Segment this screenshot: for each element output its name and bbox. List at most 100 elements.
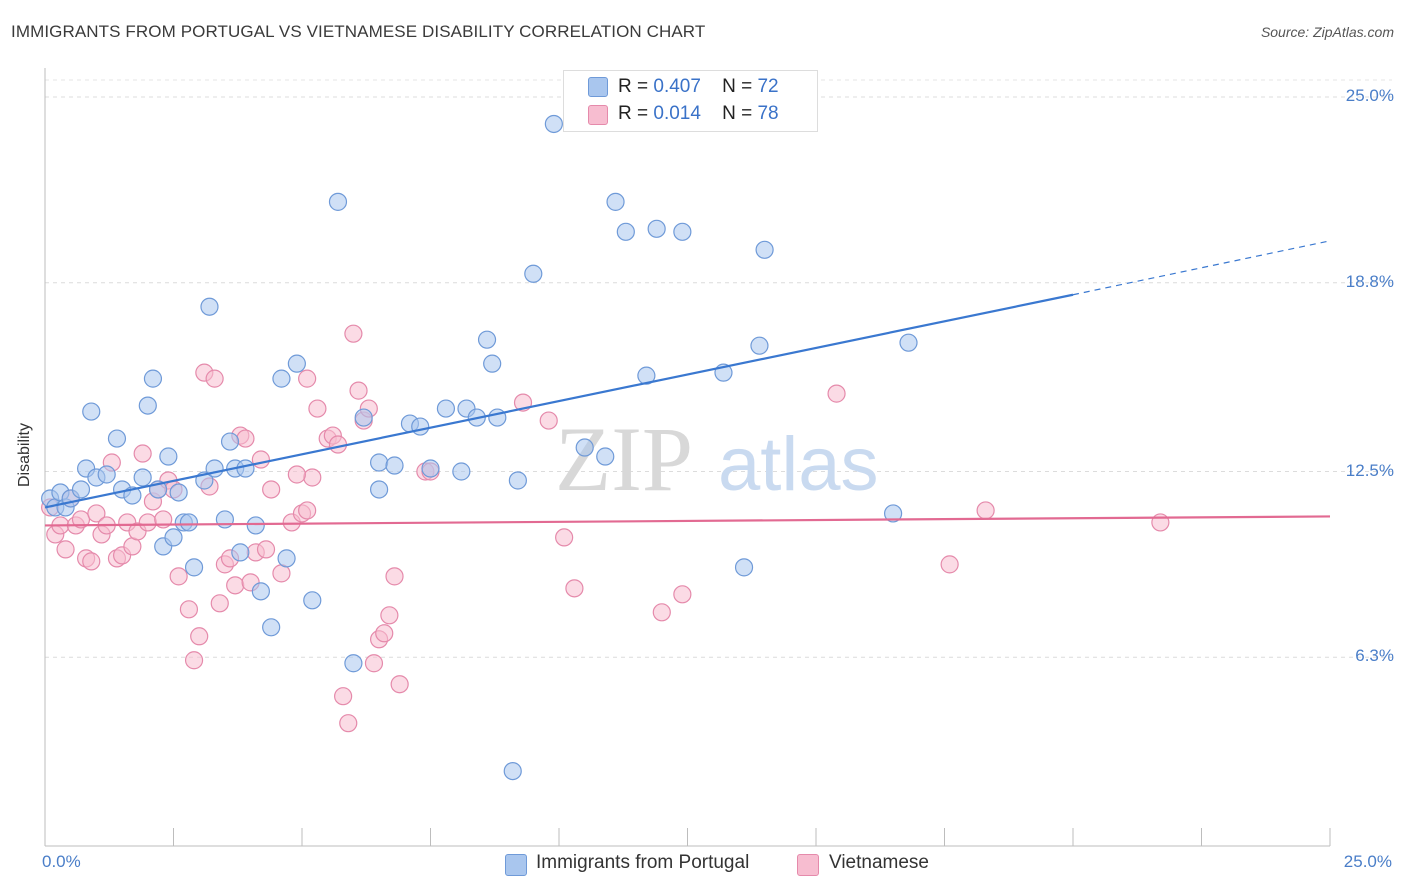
portugal-point: [755, 240, 774, 259]
portugal-point: [421, 459, 440, 478]
vietnamese-point: [190, 627, 209, 646]
trend-lines: [44, 240, 1331, 527]
vietnamese-point: [940, 555, 959, 574]
portugal-point: [436, 399, 456, 418]
r-value: 0.407: [653, 76, 701, 97]
vietnamese-point: [1151, 513, 1170, 532]
portugal-point: [616, 222, 635, 241]
portugal-point: [303, 591, 322, 610]
portugal-points: [41, 114, 918, 781]
vietnamese-point: [539, 411, 558, 430]
portugal-point: [673, 222, 692, 241]
legend-swatch-vietnamese: [797, 854, 819, 876]
portugal-point: [215, 510, 234, 529]
vietnamese-point: [652, 603, 671, 622]
vietnamese-point: [308, 399, 327, 418]
watermark: ZIP atlas: [555, 408, 879, 510]
portugal-point: [508, 471, 527, 490]
vietnamese-point: [138, 513, 157, 532]
portugal-point: [883, 504, 903, 523]
chart-title: IMMIGRANTS FROM PORTUGAL VS VIETNAMESE D…: [11, 22, 706, 41]
portugal-point: [277, 549, 296, 568]
axes: [44, 68, 1331, 847]
vietnamese-point: [251, 450, 270, 469]
portugal-point: [246, 516, 265, 535]
vietnamese-point: [184, 651, 204, 670]
legend-row-portugal: R = 0.407 N = 72: [618, 76, 779, 98]
portugal-trend-line: [44, 293, 1074, 509]
y-tick-label: 6.3%: [1355, 646, 1394, 666]
portugal-point: [200, 297, 219, 316]
vietnamese-point: [210, 594, 229, 613]
vietnamese-point: [349, 381, 368, 400]
portugal-point: [750, 336, 769, 355]
vietnamese-point: [298, 501, 317, 520]
vietnamese-point: [303, 468, 322, 487]
correlation-legend: R = 0.407 N = 72 R = 0.014 N = 78: [563, 70, 818, 132]
y-tick-label: 12.5%: [1345, 460, 1394, 480]
legend-row-vietnamese: R = 0.014 N = 78: [618, 103, 779, 125]
vietnamese-point: [82, 552, 101, 571]
portugal-point: [107, 429, 127, 448]
vietnamese-point: [364, 654, 384, 673]
portugal-point: [606, 192, 625, 211]
portugal-point: [138, 396, 157, 415]
portugal-point: [251, 582, 270, 601]
portugal-point: [370, 453, 389, 472]
portugal-point: [483, 354, 502, 373]
r-label: R =: [618, 103, 649, 124]
n-value: 72: [757, 76, 779, 97]
portugal-point: [133, 468, 152, 487]
portugal-point: [524, 264, 543, 283]
portugal-point: [370, 480, 389, 499]
y-tick-label: 25.0%: [1345, 86, 1394, 105]
portugal-point: [143, 369, 163, 388]
portugal-point: [287, 354, 306, 373]
vietnamese-point: [380, 606, 399, 625]
portugal-point: [503, 761, 522, 781]
y-axis-title: Disability: [16, 422, 33, 488]
vietnamese-point: [555, 528, 574, 547]
portugal-point: [184, 558, 204, 577]
portugal-point: [220, 432, 240, 451]
portugal-point: [159, 447, 178, 466]
vietnamese-point: [256, 540, 276, 559]
vietnamese-swatch: [588, 105, 608, 125]
portugal-point: [477, 330, 497, 349]
vietnamese-point: [56, 540, 75, 559]
portugal-point: [179, 513, 199, 532]
vietnamese-point: [226, 576, 245, 595]
portugal-point: [596, 447, 615, 466]
watermark-zip: ZIP: [555, 408, 693, 510]
portugal-point: [385, 456, 404, 475]
vietnamese-point: [976, 501, 995, 520]
portugal-point: [354, 408, 373, 427]
portugal-point: [575, 438, 594, 457]
vietnamese-point: [827, 384, 846, 403]
vietnamese-point: [87, 504, 106, 523]
legend-label-portugal: Immigrants from Portugal: [536, 852, 750, 873]
legend-swatch-portugal: [505, 854, 527, 876]
x-tick-label-max: 25.0%: [1343, 852, 1392, 871]
legend-label-vietnamese: Vietnamese: [829, 852, 929, 873]
vietnamese-point: [385, 567, 404, 586]
r-label: R =: [618, 76, 649, 97]
portugal-point: [899, 333, 918, 352]
portugal-point: [328, 192, 348, 211]
chart-source: Source: ZipAtlas.com: [1260, 24, 1394, 40]
n-value: 78: [757, 103, 779, 124]
x-tick-label-min: 0.0%: [42, 852, 81, 871]
y-tick-label: 18.8%: [1345, 271, 1394, 291]
portugal-point: [97, 465, 116, 484]
vietnamese-point: [673, 585, 692, 604]
portugal-point: [544, 114, 563, 134]
portugal-point: [734, 558, 754, 577]
portugal-point: [452, 462, 471, 481]
portugal-point: [344, 654, 363, 673]
n-label: N =: [722, 76, 753, 97]
portugal-point: [411, 417, 430, 436]
portugal-point: [231, 543, 250, 562]
vietnamese-point: [334, 687, 353, 706]
vietnamese-point: [287, 465, 306, 484]
